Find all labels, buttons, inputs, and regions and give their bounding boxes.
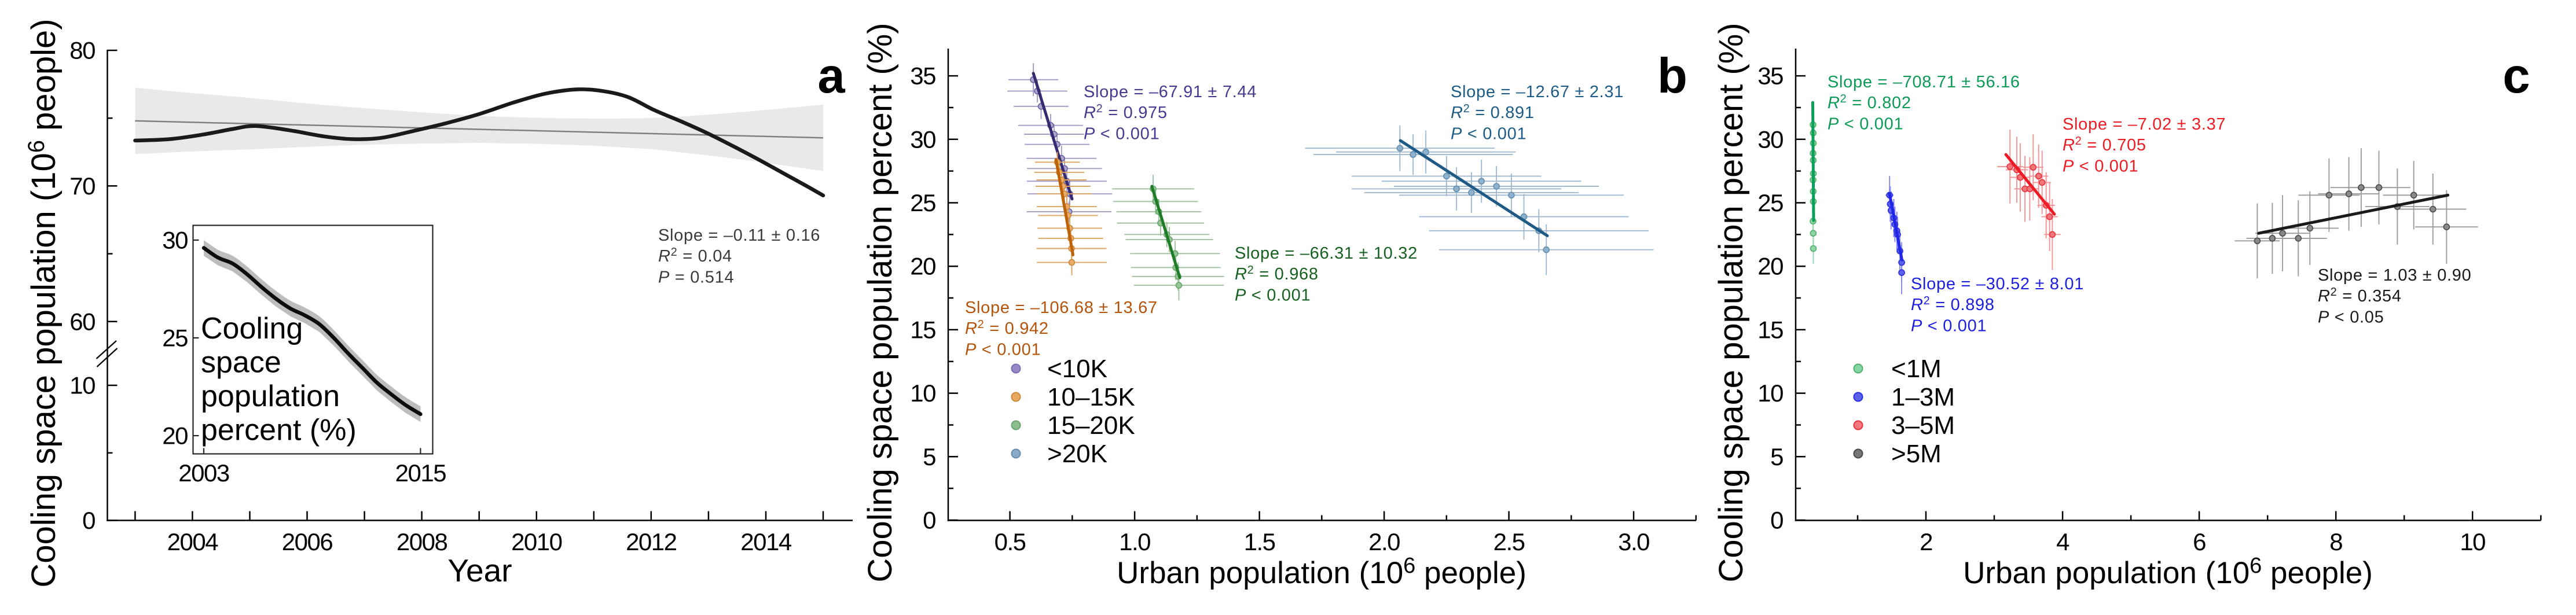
svg-text:5: 5 bbox=[1770, 443, 1783, 470]
svg-text:20: 20 bbox=[162, 422, 188, 450]
svg-text:20: 20 bbox=[1757, 253, 1783, 280]
svg-text:2003: 2003 bbox=[178, 459, 229, 487]
svg-text:2.5: 2.5 bbox=[1494, 528, 1525, 555]
svg-text:Year: Year bbox=[447, 553, 512, 588]
svg-text:0: 0 bbox=[82, 507, 95, 534]
svg-text:P < 0.001: P < 0.001 bbox=[1828, 115, 1903, 133]
svg-text:P < 0.001: P < 0.001 bbox=[1451, 124, 1526, 143]
svg-text:percent (%): percent (%) bbox=[201, 414, 357, 447]
svg-text:5: 5 bbox=[923, 443, 935, 470]
svg-text:25: 25 bbox=[1757, 189, 1783, 216]
svg-text:Cooling space population perce: Cooling space population percent (%) bbox=[1712, 23, 1750, 582]
svg-text:6: 6 bbox=[2193, 528, 2206, 555]
svg-text:60: 60 bbox=[69, 308, 95, 335]
svg-text:2010: 2010 bbox=[511, 528, 562, 555]
svg-text:35: 35 bbox=[1757, 62, 1783, 90]
svg-text:R2 = 0.802: R2 = 0.802 bbox=[1828, 93, 1911, 112]
svg-text:15: 15 bbox=[910, 316, 935, 343]
svg-text:population: population bbox=[201, 380, 340, 413]
svg-text:10: 10 bbox=[2460, 528, 2485, 555]
svg-text:Slope = –30.52 ± 8.01: Slope = –30.52 ± 8.01 bbox=[1911, 275, 2084, 293]
svg-text:<1M: <1M bbox=[1891, 355, 1942, 383]
svg-text:80: 80 bbox=[69, 37, 95, 64]
svg-text:P < 0.001: P < 0.001 bbox=[1911, 316, 1987, 335]
svg-text:P < 0.001: P < 0.001 bbox=[965, 340, 1041, 359]
svg-text:10: 10 bbox=[69, 372, 95, 399]
svg-text:2004: 2004 bbox=[167, 528, 219, 555]
svg-text:b: b bbox=[1657, 49, 1687, 104]
svg-text:R2 = 0.968: R2 = 0.968 bbox=[1235, 264, 1319, 283]
svg-text:10: 10 bbox=[1757, 380, 1783, 407]
svg-text:0: 0 bbox=[923, 507, 935, 534]
svg-text:4: 4 bbox=[2056, 528, 2069, 555]
svg-text:8: 8 bbox=[2329, 528, 2342, 555]
svg-text:25: 25 bbox=[910, 189, 935, 216]
svg-text:2012: 2012 bbox=[626, 528, 677, 555]
svg-text:>5M: >5M bbox=[1891, 440, 1942, 468]
svg-text:Slope = –67.91 ± 7.44: Slope = –67.91 ± 7.44 bbox=[1084, 83, 1257, 101]
svg-text:P = 0.514: P = 0.514 bbox=[658, 268, 734, 286]
svg-text:20: 20 bbox=[910, 253, 935, 280]
svg-text:space: space bbox=[201, 346, 281, 380]
svg-text:R2 = 0.705: R2 = 0.705 bbox=[2063, 135, 2146, 154]
svg-text:P < 0.001: P < 0.001 bbox=[1084, 124, 1159, 143]
svg-text:P < 0.001: P < 0.001 bbox=[2063, 157, 2138, 175]
svg-text:>20K: >20K bbox=[1047, 440, 1107, 468]
svg-text:Urban population (106 people): Urban population (106 people) bbox=[1963, 554, 2373, 590]
svg-text:2014: 2014 bbox=[740, 528, 792, 555]
svg-text:70: 70 bbox=[69, 172, 95, 200]
svg-text:10: 10 bbox=[910, 380, 935, 407]
svg-text:c: c bbox=[2502, 49, 2530, 104]
svg-text:3–5M: 3–5M bbox=[1891, 411, 1955, 440]
svg-text:Cooling space population perce: Cooling space population percent (%) bbox=[861, 23, 899, 582]
svg-text:R2 = 0.898: R2 = 0.898 bbox=[1911, 294, 1995, 314]
svg-text:Cooling: Cooling bbox=[201, 312, 303, 345]
svg-text:P < 0.001: P < 0.001 bbox=[1235, 286, 1311, 304]
svg-text:Slope = –12.67 ± 2.31: Slope = –12.67 ± 2.31 bbox=[1451, 83, 1624, 101]
svg-text:30: 30 bbox=[1757, 126, 1783, 153]
svg-text:0: 0 bbox=[1770, 507, 1783, 534]
svg-text:30: 30 bbox=[162, 227, 188, 254]
svg-text:<10K: <10K bbox=[1047, 355, 1107, 383]
svg-text:2: 2 bbox=[1920, 528, 1932, 555]
svg-text:15: 15 bbox=[1757, 316, 1783, 343]
svg-text:Slope = –0.11 ± 0.16: Slope = –0.11 ± 0.16 bbox=[658, 226, 820, 245]
svg-text:Urban population (106 people): Urban population (106 people) bbox=[1117, 554, 1526, 590]
svg-text:1.5: 1.5 bbox=[1244, 528, 1275, 555]
svg-text:R2 = 0.354: R2 = 0.354 bbox=[2318, 286, 2402, 305]
svg-text:10–15K: 10–15K bbox=[1047, 383, 1135, 411]
svg-text:Slope = 1.03 ± 0.90: Slope = 1.03 ± 0.90 bbox=[2318, 266, 2471, 285]
svg-text:R2 = 0.891: R2 = 0.891 bbox=[1451, 102, 1535, 122]
svg-text:Slope = –708.71 ± 56.16: Slope = –708.71 ± 56.16 bbox=[1828, 73, 2020, 91]
svg-text:R2 = 0.975: R2 = 0.975 bbox=[1084, 102, 1168, 122]
svg-text:Cooling space population (106: Cooling space population (106 people) bbox=[24, 19, 63, 587]
svg-text:3.0: 3.0 bbox=[1618, 528, 1649, 555]
svg-text:Slope = –66.31 ± 10.32: Slope = –66.31 ± 10.32 bbox=[1235, 244, 1418, 263]
svg-text:2008: 2008 bbox=[397, 528, 447, 555]
svg-text:15–20K: 15–20K bbox=[1047, 411, 1135, 440]
svg-text:P < 0.05: P < 0.05 bbox=[2318, 308, 2384, 326]
svg-text:Slope = –7.02 ± 3.37: Slope = –7.02 ± 3.37 bbox=[2063, 115, 2226, 134]
svg-text:2006: 2006 bbox=[282, 528, 333, 555]
svg-text:2015: 2015 bbox=[395, 459, 446, 487]
svg-text:2.0: 2.0 bbox=[1368, 528, 1400, 555]
svg-text:35: 35 bbox=[910, 62, 935, 90]
svg-text:a: a bbox=[817, 49, 845, 104]
svg-text:R2 = 0.04: R2 = 0.04 bbox=[658, 246, 732, 266]
svg-text:1.0: 1.0 bbox=[1119, 528, 1150, 555]
svg-text:1–3M: 1–3M bbox=[1891, 383, 1955, 411]
svg-text:R2 = 0.942: R2 = 0.942 bbox=[965, 318, 1049, 338]
svg-text:0.5: 0.5 bbox=[995, 528, 1026, 555]
svg-text:25: 25 bbox=[162, 325, 188, 352]
svg-text:Slope = –106.68 ± 13.67: Slope = –106.68 ± 13.67 bbox=[965, 299, 1158, 317]
svg-text:30: 30 bbox=[910, 126, 935, 153]
